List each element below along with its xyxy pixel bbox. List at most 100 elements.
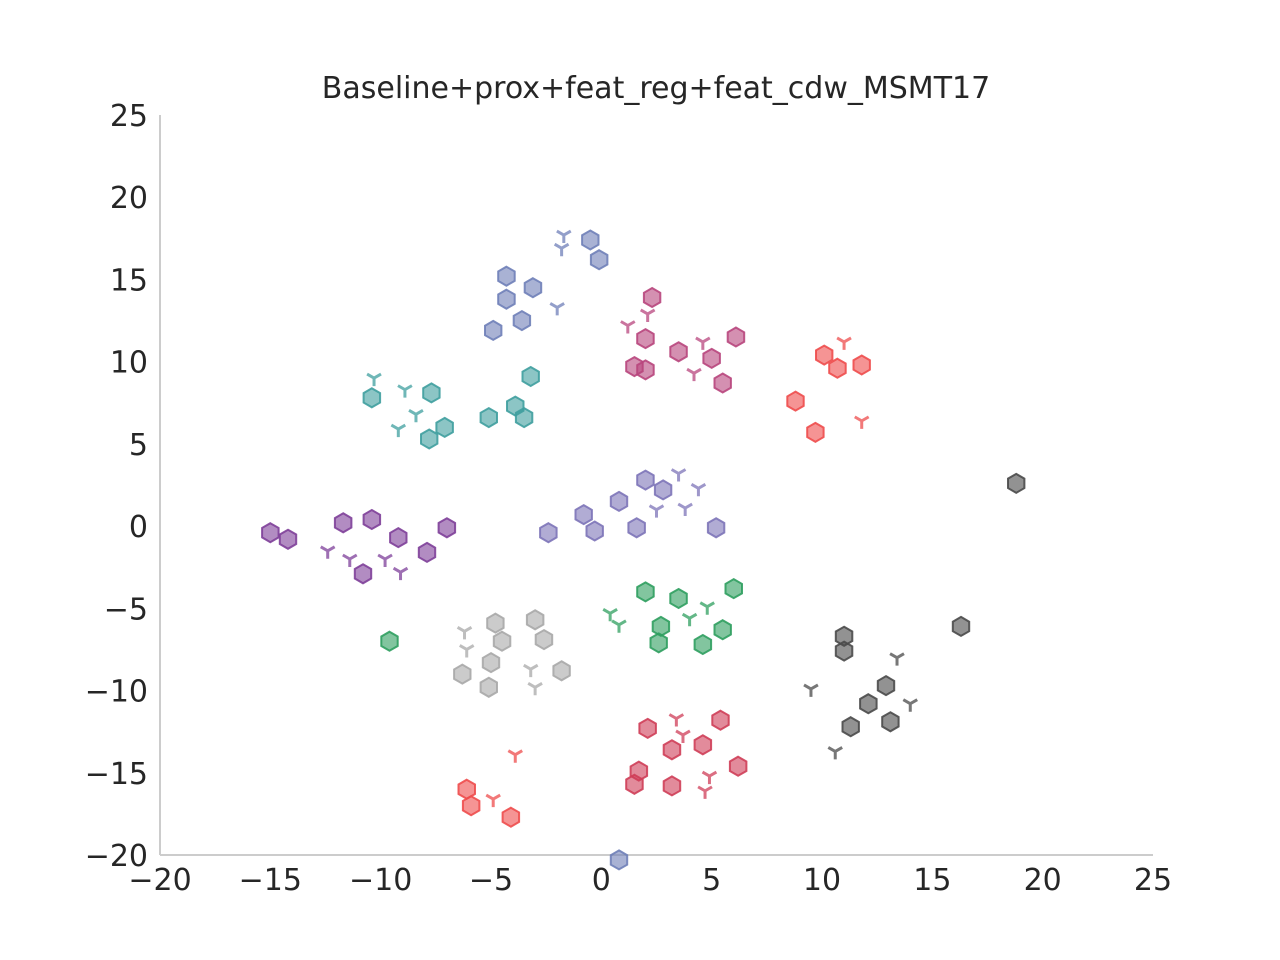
hexagon-point bbox=[422, 382, 441, 404]
hexagon-point bbox=[609, 849, 629, 871]
hexagon-point bbox=[859, 693, 878, 715]
tri-down-point bbox=[677, 502, 693, 517]
y-tick-label: −15 bbox=[85, 757, 148, 792]
x-tick-label: 25 bbox=[1134, 863, 1172, 898]
hexagon-point bbox=[713, 372, 732, 394]
hexagon-point bbox=[636, 581, 655, 603]
y-tick-label: −20 bbox=[85, 839, 148, 874]
hexagon-point bbox=[638, 717, 657, 740]
y-tick-label: 15 bbox=[110, 263, 148, 298]
tri-down-point bbox=[507, 749, 523, 763]
hexagon-point bbox=[726, 326, 746, 348]
x-tick-label: −10 bbox=[349, 863, 412, 898]
tri-down-point bbox=[668, 713, 685, 727]
hexagon-point bbox=[501, 806, 521, 828]
hexagon-point bbox=[662, 775, 682, 797]
hexagon-point bbox=[693, 734, 713, 756]
y-tick-label: 0 bbox=[129, 510, 148, 545]
hexagon-point bbox=[693, 633, 713, 656]
hexagon-point bbox=[876, 674, 896, 697]
tri-down-point bbox=[675, 729, 691, 743]
tri-down-point bbox=[611, 619, 627, 633]
tri-down-point bbox=[553, 242, 570, 257]
tri-down-point bbox=[827, 746, 843, 760]
hexagon-point bbox=[589, 249, 609, 271]
hexagon-point bbox=[333, 512, 353, 534]
hexagon-point bbox=[828, 357, 847, 379]
hexagon-point bbox=[521, 365, 540, 388]
hexagon-point bbox=[362, 508, 382, 531]
hexagon-point bbox=[815, 344, 834, 366]
hexagon-point bbox=[417, 541, 437, 564]
x-tick-label: −20 bbox=[128, 863, 191, 898]
tri-down-point bbox=[366, 372, 382, 387]
hexagon-point bbox=[627, 517, 646, 539]
hexagon-point bbox=[481, 651, 501, 674]
hexagon-point bbox=[353, 563, 373, 585]
hexagon-point bbox=[706, 517, 726, 539]
hexagon-point bbox=[625, 773, 644, 795]
x-tick-label: −15 bbox=[239, 863, 302, 898]
hexagon-point bbox=[636, 359, 655, 381]
hexagon-point bbox=[512, 309, 532, 332]
tri-down-point bbox=[456, 626, 473, 640]
tri-down-point bbox=[836, 336, 852, 350]
tri-down-point bbox=[523, 663, 539, 678]
hexagon-point bbox=[539, 522, 558, 544]
hexagon-point bbox=[662, 739, 682, 761]
tri-down-point bbox=[459, 644, 475, 658]
tri-down-point bbox=[902, 698, 918, 712]
tri-down-point bbox=[485, 793, 501, 808]
tri-down-point bbox=[889, 652, 905, 666]
data-points bbox=[261, 229, 1026, 871]
hexagon-point bbox=[479, 406, 498, 429]
tri-down-point bbox=[854, 415, 870, 429]
hexagon-point bbox=[724, 577, 743, 600]
hexagon-point bbox=[497, 265, 516, 287]
axis-ticks: −20 −15 −10 −5 0 5 10 15 20 25 −20 −15 −10 −5 0 5 10 15 20… bbox=[85, 99, 1172, 898]
chart-title: Baseline+prox+feat_reg+feat_cdw_MSMT17 bbox=[322, 71, 990, 106]
tri-down-point bbox=[648, 504, 665, 518]
hexagon-point bbox=[852, 354, 871, 376]
hexagon-point bbox=[728, 755, 748, 777]
hexagon-point bbox=[492, 630, 512, 652]
y-tick-label: 20 bbox=[110, 181, 148, 216]
hexagon-point bbox=[786, 390, 805, 412]
x-tick-label: 15 bbox=[913, 863, 951, 898]
hexagon-point bbox=[669, 341, 688, 363]
hexagon-point bbox=[609, 490, 629, 513]
hexagon-point bbox=[702, 347, 721, 370]
hexagon-point bbox=[261, 522, 280, 544]
hexagon-point bbox=[669, 587, 688, 610]
hexagon-point bbox=[649, 632, 668, 654]
hexagon-point bbox=[806, 421, 825, 444]
hexagon-point bbox=[461, 795, 481, 817]
tri-down-point bbox=[397, 384, 413, 398]
hexagon-point bbox=[420, 428, 439, 450]
tri-down-point bbox=[699, 601, 715, 615]
tri-down-point bbox=[690, 482, 707, 497]
hexagon-point bbox=[881, 711, 900, 733]
tri-down-point bbox=[686, 367, 702, 382]
hexagon-point bbox=[486, 612, 505, 634]
hexagon-point bbox=[841, 716, 860, 738]
tri-down-point bbox=[670, 468, 687, 482]
x-tick-label: 5 bbox=[702, 863, 721, 898]
tri-down-point bbox=[701, 770, 718, 785]
hexagon-point bbox=[523, 277, 543, 299]
x-tick-label: −5 bbox=[469, 863, 513, 898]
hexagon-point bbox=[380, 630, 399, 652]
hexagon-point bbox=[453, 663, 472, 685]
tri-down-point bbox=[697, 785, 713, 799]
tri-down-point bbox=[681, 612, 698, 627]
tri-down-point bbox=[549, 302, 565, 316]
hexagon-point bbox=[1007, 472, 1026, 495]
hexagon-point bbox=[278, 528, 298, 550]
hexagon-point bbox=[437, 517, 457, 539]
y-tick-label: 5 bbox=[129, 428, 148, 463]
hexagon-point bbox=[711, 709, 730, 731]
tri-down-point bbox=[408, 408, 424, 423]
tri-down-point bbox=[527, 681, 543, 696]
tri-down-point bbox=[342, 553, 358, 567]
hexagon-point bbox=[525, 609, 545, 631]
